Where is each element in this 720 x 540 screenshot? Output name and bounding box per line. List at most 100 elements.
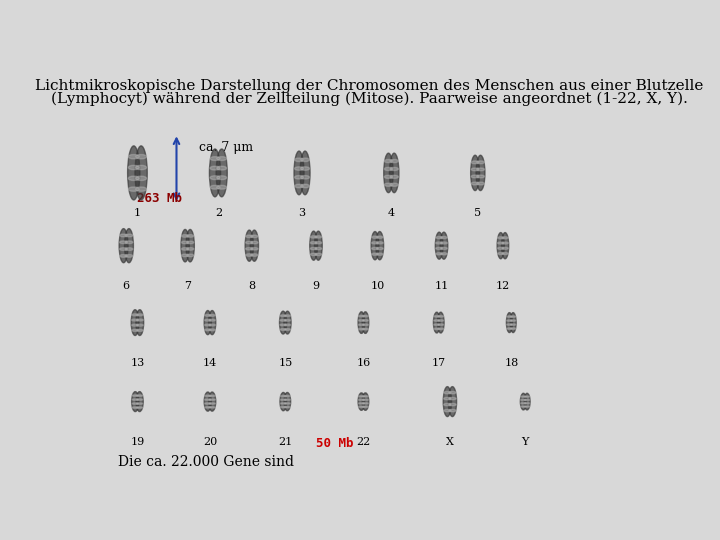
Ellipse shape — [210, 157, 220, 160]
Ellipse shape — [209, 319, 215, 321]
Ellipse shape — [438, 312, 444, 333]
Ellipse shape — [245, 230, 253, 261]
Ellipse shape — [128, 176, 139, 180]
Ellipse shape — [384, 159, 392, 163]
Ellipse shape — [132, 319, 139, 321]
Ellipse shape — [372, 242, 379, 244]
Ellipse shape — [433, 312, 440, 333]
Ellipse shape — [372, 247, 379, 249]
Ellipse shape — [125, 228, 133, 263]
Ellipse shape — [136, 399, 143, 400]
Ellipse shape — [136, 392, 143, 411]
Ellipse shape — [136, 319, 143, 321]
Ellipse shape — [136, 407, 143, 408]
Ellipse shape — [294, 167, 304, 170]
Ellipse shape — [294, 176, 304, 179]
Ellipse shape — [362, 399, 369, 401]
Ellipse shape — [384, 167, 392, 171]
Ellipse shape — [444, 397, 451, 400]
Ellipse shape — [128, 187, 139, 191]
Ellipse shape — [502, 242, 508, 244]
Ellipse shape — [524, 396, 530, 397]
Text: Y: Y — [521, 437, 529, 447]
Text: 20: 20 — [203, 437, 217, 447]
Ellipse shape — [135, 154, 147, 159]
Ellipse shape — [136, 395, 143, 396]
Ellipse shape — [246, 254, 253, 256]
Ellipse shape — [436, 247, 443, 249]
Ellipse shape — [471, 175, 479, 178]
Ellipse shape — [510, 320, 516, 321]
Ellipse shape — [436, 232, 443, 259]
Text: Die ca. 22.000 Gene sind: Die ca. 22.000 Gene sind — [118, 455, 298, 469]
Ellipse shape — [204, 407, 211, 408]
Text: 14: 14 — [203, 358, 217, 368]
Ellipse shape — [376, 242, 383, 244]
Ellipse shape — [315, 231, 323, 260]
Ellipse shape — [209, 310, 216, 335]
Ellipse shape — [521, 393, 526, 410]
Ellipse shape — [284, 395, 290, 397]
Ellipse shape — [209, 395, 215, 396]
Ellipse shape — [284, 399, 290, 401]
Ellipse shape — [216, 149, 228, 197]
Text: 3: 3 — [299, 208, 305, 218]
Ellipse shape — [125, 248, 133, 251]
Ellipse shape — [136, 324, 143, 326]
Ellipse shape — [186, 241, 194, 244]
Ellipse shape — [125, 241, 133, 244]
Text: 50 Mb: 50 Mb — [316, 437, 354, 450]
Ellipse shape — [280, 319, 287, 321]
Ellipse shape — [440, 232, 448, 259]
Ellipse shape — [444, 403, 451, 406]
Ellipse shape — [251, 254, 258, 256]
Ellipse shape — [502, 237, 508, 239]
Ellipse shape — [209, 392, 216, 411]
Ellipse shape — [132, 407, 138, 408]
Ellipse shape — [279, 311, 287, 334]
Text: (Lymphocyt) während der Zellteilung (Mitose). Paarweise angeordnet (1-22, X, Y).: (Lymphocyt) während der Zellteilung (Mit… — [50, 92, 688, 106]
Ellipse shape — [284, 311, 291, 334]
Ellipse shape — [433, 320, 440, 321]
Ellipse shape — [521, 399, 526, 401]
Ellipse shape — [438, 320, 444, 321]
Ellipse shape — [510, 324, 516, 326]
Ellipse shape — [498, 253, 504, 254]
Ellipse shape — [444, 392, 451, 394]
Ellipse shape — [315, 253, 322, 255]
Ellipse shape — [390, 176, 398, 178]
Ellipse shape — [284, 393, 291, 411]
Ellipse shape — [524, 393, 530, 410]
Ellipse shape — [181, 241, 189, 244]
Text: ca. 7 μm: ca. 7 μm — [199, 141, 253, 154]
Ellipse shape — [217, 185, 227, 189]
Text: 17: 17 — [432, 358, 446, 368]
Ellipse shape — [438, 324, 444, 326]
Ellipse shape — [284, 328, 291, 330]
Ellipse shape — [204, 324, 211, 326]
Ellipse shape — [507, 320, 512, 321]
Ellipse shape — [433, 328, 440, 329]
Ellipse shape — [136, 403, 143, 404]
Ellipse shape — [246, 247, 253, 250]
Ellipse shape — [136, 314, 143, 316]
Ellipse shape — [441, 253, 447, 255]
Ellipse shape — [132, 399, 138, 400]
Ellipse shape — [359, 320, 364, 321]
Ellipse shape — [444, 387, 451, 416]
Ellipse shape — [251, 247, 258, 250]
Ellipse shape — [210, 176, 220, 180]
Ellipse shape — [120, 248, 127, 251]
Ellipse shape — [136, 329, 143, 332]
Ellipse shape — [362, 315, 369, 317]
Ellipse shape — [358, 393, 365, 410]
Ellipse shape — [284, 315, 291, 316]
Text: 22: 22 — [356, 437, 371, 447]
Ellipse shape — [136, 310, 144, 335]
Ellipse shape — [132, 329, 139, 332]
Ellipse shape — [217, 157, 227, 160]
Ellipse shape — [120, 234, 127, 237]
Ellipse shape — [315, 236, 322, 238]
Ellipse shape — [210, 149, 220, 197]
Ellipse shape — [441, 242, 447, 244]
